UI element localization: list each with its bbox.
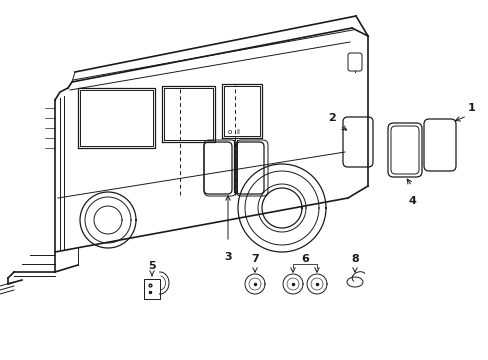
Text: 8: 8 (350, 254, 358, 264)
Text: II: II (236, 129, 240, 135)
Text: 4: 4 (407, 196, 415, 206)
Text: 5: 5 (148, 261, 156, 271)
Text: 2: 2 (327, 113, 335, 123)
Text: o: o (227, 129, 232, 135)
Text: 6: 6 (301, 254, 308, 264)
Text: 3: 3 (224, 252, 231, 262)
Text: 1: 1 (467, 103, 475, 113)
Bar (143, 279, 160, 299)
Text: 7: 7 (251, 254, 258, 264)
